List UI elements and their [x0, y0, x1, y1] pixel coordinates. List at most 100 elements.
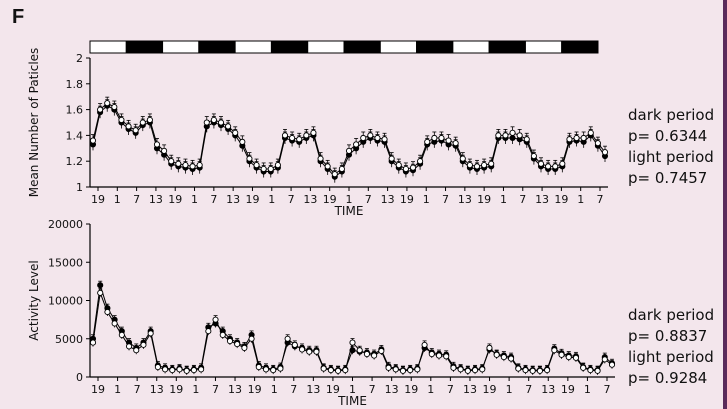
top-dark-p-value: p= 0.6344 [628, 127, 708, 145]
data-point-open [97, 289, 104, 296]
data-point-open [104, 308, 111, 316]
data-point-open [232, 129, 239, 136]
x-tick-label: 1 [500, 193, 507, 206]
data-point-open [270, 367, 277, 374]
data-point-open [464, 367, 471, 374]
data-point-open [522, 367, 529, 374]
data-point-open [210, 116, 217, 123]
x-tick-label: 19 [91, 383, 105, 396]
x-tick-label: 7 [369, 383, 376, 396]
x-tick-label: 19 [326, 383, 340, 396]
data-point-open [111, 320, 118, 327]
data-point-open [530, 152, 537, 160]
dark-period-block [125, 40, 164, 54]
data-point-open [495, 132, 502, 139]
data-point-open [587, 129, 594, 136]
data-point-open [407, 367, 414, 374]
x-tick-label: 7 [604, 383, 611, 396]
y-tick-label: 0 [76, 371, 83, 384]
data-point-open [544, 367, 551, 374]
x-tick-label: 13 [228, 383, 242, 396]
data-point-open [89, 137, 97, 144]
data-point-open [417, 158, 424, 165]
data-point-open [320, 365, 327, 372]
light-period-block [379, 40, 418, 54]
x-tick-label: 13 [541, 383, 555, 396]
data-point-open [515, 365, 522, 372]
bottom-light-period-label: light period [628, 348, 714, 366]
top-light-period-label: light period [628, 148, 714, 166]
data-point-open [594, 367, 601, 374]
x-tick-label: 7 [290, 383, 297, 396]
x-tick-label: 19 [404, 383, 418, 396]
y-tick-label: 15000 [48, 256, 83, 269]
data-point-open [516, 132, 523, 139]
light-period-block [307, 40, 345, 54]
data-point-open [385, 364, 392, 371]
top-stats: dark period p= 0.6344 light period p= 0.… [628, 105, 714, 189]
x-tick-label: 7 [365, 193, 372, 206]
data-point-open [327, 367, 334, 374]
data-point-open [345, 147, 353, 154]
data-point-open [296, 136, 303, 143]
data-point-open [438, 134, 445, 142]
y-tick-label: 20000 [48, 218, 83, 231]
data-point-open [523, 136, 530, 143]
data-point-open [203, 119, 210, 126]
data-point-open [488, 160, 495, 167]
data-point-open [291, 341, 298, 348]
y-axis-title: Activity Level [27, 260, 41, 340]
x-tick-label: 13 [226, 193, 240, 206]
y-tick-label: 2 [76, 52, 83, 65]
x-tick-label: 19 [477, 193, 491, 206]
data-point-open [89, 339, 97, 346]
data-point-open [262, 366, 270, 373]
x-tick-label: 13 [306, 383, 320, 396]
data-point-open [443, 353, 450, 360]
data-point-open [255, 364, 262, 371]
data-point-open [310, 129, 317, 136]
data-point-open [189, 163, 196, 170]
x-tick-label: 1 [427, 383, 434, 396]
data-point-open [139, 119, 146, 126]
data-point-open [260, 165, 267, 172]
data-point-open [500, 354, 507, 361]
x-tick-label: 19 [561, 383, 575, 396]
data-point-open [313, 348, 320, 355]
x-tick-label: 1 [271, 383, 278, 396]
light-period-block [452, 40, 490, 54]
data-point-open [395, 162, 402, 169]
series-line-filled [92, 285, 613, 371]
data-point-open [428, 350, 435, 358]
data-point-open [246, 155, 253, 162]
data-point-open [284, 335, 291, 342]
data-point-open [565, 354, 572, 361]
data-point-open [608, 361, 616, 368]
data-point-open [342, 367, 349, 374]
light-period-block [162, 40, 200, 54]
y-tick-label: 10000 [48, 295, 83, 308]
data-point-open [226, 337, 234, 345]
x-tick-label: 13 [385, 383, 399, 396]
data-point-open [353, 141, 360, 148]
light-dark-bar [89, 40, 599, 54]
data-point-open [587, 367, 594, 374]
light-period-block [524, 40, 563, 54]
data-point-open [573, 134, 580, 142]
data-point-open [175, 160, 182, 167]
light-period-block [89, 40, 127, 54]
data-point-open [153, 141, 161, 148]
data-point-open [445, 137, 452, 144]
x-tick-label: 1 [268, 193, 275, 206]
data-point-open [289, 134, 296, 142]
data-point-open [479, 366, 486, 373]
data-point-open [367, 132, 374, 139]
x-tick-label: 19 [323, 193, 337, 206]
data-point-open [219, 331, 226, 338]
x-tick-label: 13 [381, 193, 395, 206]
data-point-open [431, 134, 438, 142]
data-point-open [409, 164, 417, 171]
panel-label: F [12, 6, 25, 28]
data-point-open [176, 366, 183, 373]
